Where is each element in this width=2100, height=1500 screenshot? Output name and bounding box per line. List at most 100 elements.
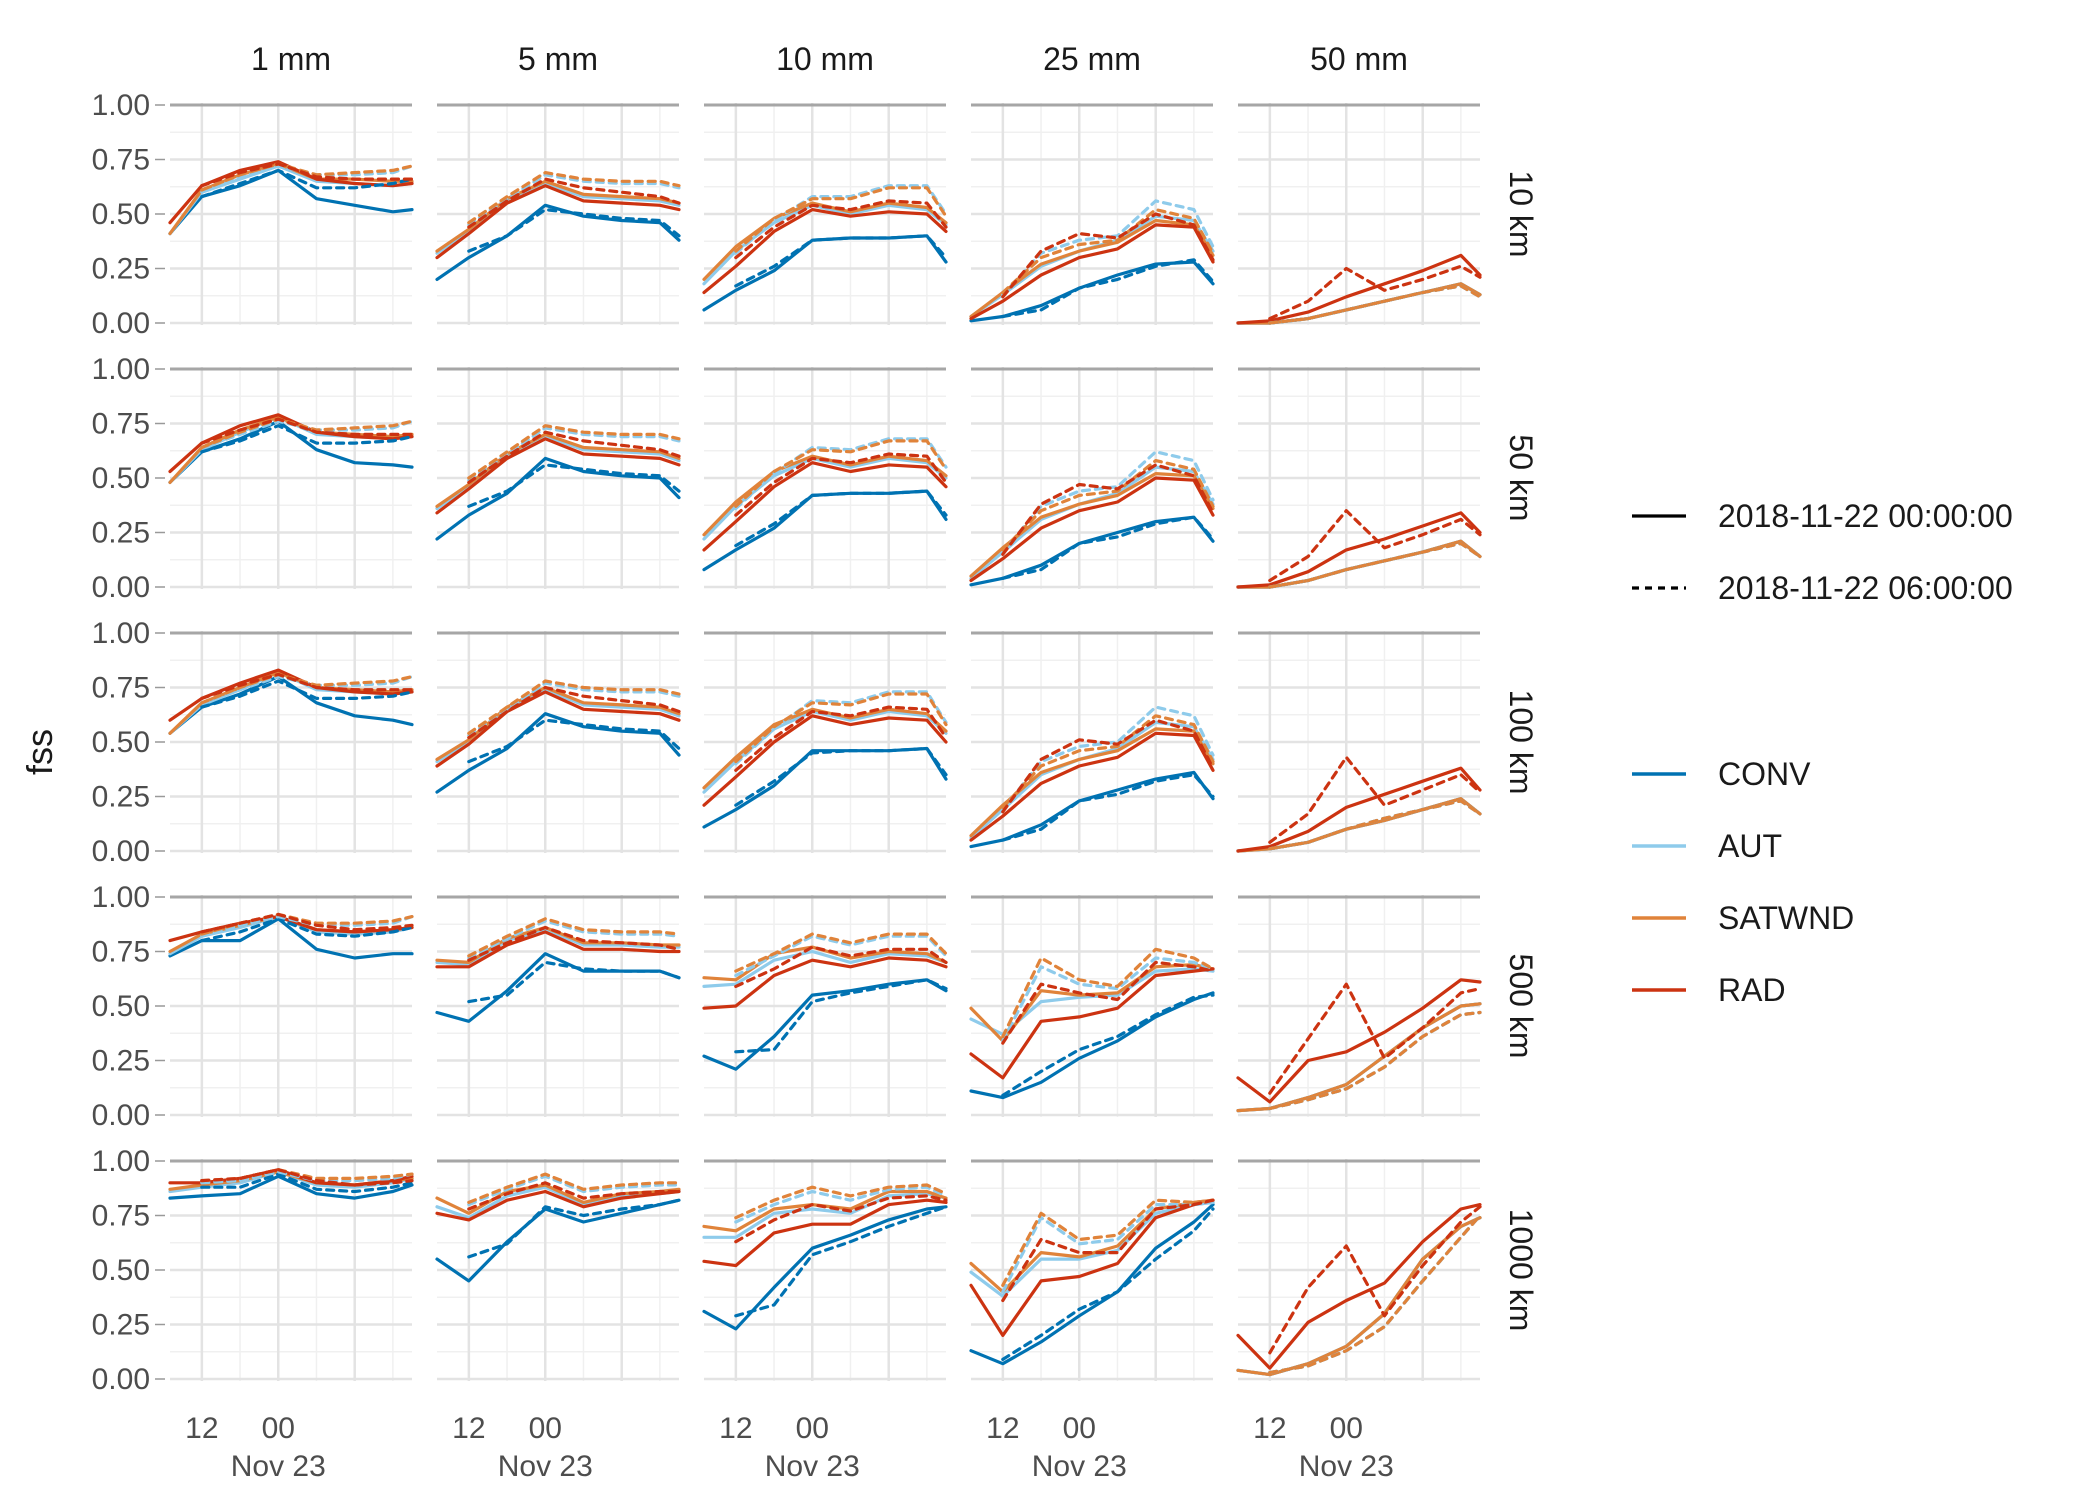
y-tick-label: 1.00 [92,89,150,122]
series-line-satwnd-dashed [467,917,681,958]
x-date-label: Nov 23 [231,1450,326,1483]
y-tick-label: 0.25 [92,253,150,286]
series-line-rad-solid [969,731,1215,842]
series-line-rad-dashed [734,945,948,989]
series-line-conv-solid [168,1174,414,1200]
legend: 2018-11-22 00:00:00 2018-11-22 06:00:00 CO… [1632,498,2013,1008]
series-line-conv-solid [435,1198,681,1283]
series-line-satwnd-dashed [1001,208,1215,295]
series-line-rad-solid [435,1189,681,1222]
series-line-satwnd-dashed [734,186,948,253]
series-line-rad-solid [702,1198,948,1268]
series-line-aut-dashed [467,426,681,482]
series-line-rad-solid [435,184,681,260]
series-line-rad-solid [1236,766,1482,853]
series-line-rad-dashed [1268,1205,1482,1355]
facet-panel [168,631,414,853]
series-line-aut-solid [969,214,1215,319]
series-line-aut-dashed [467,681,681,738]
series-line-rad-dashed [734,705,948,772]
facet-panel [969,895,1215,1117]
x-tick-label: 12 [986,1412,1019,1445]
x-tick-label: 00 [1330,1412,1363,1445]
series-line-aut-solid [435,688,681,764]
series-line-rad-solid [969,223,1215,321]
series-line-rad-solid [435,690,681,768]
y-tick-label: 0.75 [92,408,150,441]
facet-panel [168,367,414,589]
y-tick-label: 0.25 [92,517,150,550]
series-line-conv-dashed [1001,258,1215,319]
series-line-satwnd-dashed [467,171,681,225]
series-line-aut-solid [435,181,681,255]
x-date-label: Nov 23 [1032,1450,1127,1483]
series-line-rad-dashed [734,452,948,517]
series-line-conv-dashed [200,1172,414,1194]
y-tick-label: 1.00 [92,1145,150,1178]
series-line-rad-dashed [1001,1198,1215,1303]
facet-panel [1236,103,1482,325]
series-line-satwnd-dashed [200,672,414,705]
series-line-satwnd-solid [702,454,948,537]
series-line-satwnd-dashed [200,162,414,192]
facet-panel [1236,895,1482,1117]
y-tick-label: 0.50 [92,726,150,759]
series-line-aut-dashed [1268,799,1482,851]
x-tick-label: 12 [185,1412,218,1445]
series-line-conv-solid [702,978,948,1071]
series-line-rad-solid [969,967,1215,1080]
series-line-conv-solid [1236,539,1482,589]
facet-row-label: 100 km [1503,690,1539,795]
series-line-conv-dashed [467,718,681,764]
facet-panel [969,1159,1215,1381]
facet-panel [435,1159,681,1381]
series-line-aut-solid [1236,1002,1482,1113]
series-line-aut-dashed [1001,450,1215,554]
series-line-aut-dashed [467,919,681,960]
x-tick-label: 00 [529,1412,562,1445]
legend-label-linetype: 2018-11-22 00:00:00 [1718,498,2013,534]
series-line-conv-dashed [1001,515,1215,580]
y-tick-label: 0.00 [92,571,150,604]
y-tick-label: 0.75 [92,1200,150,1233]
series-line-aut-solid [969,465,1215,580]
series-line-conv-dashed [200,168,414,199]
series-line-conv-dashed [734,978,948,1054]
series-line-rad-dashed [1268,264,1482,321]
series-line-conv-dashed [200,679,414,709]
series-line-aut-solid [1236,539,1482,589]
facet-row-label: 10 km [1503,170,1539,257]
y-tick-label: 1.00 [92,881,150,914]
facet-panel [969,367,1215,589]
series-line-satwnd-dashed [1268,1010,1482,1111]
series-line-conv-solid [435,712,681,794]
series-line-rad-dashed [200,417,414,445]
y-tick-label: 0.25 [92,781,150,814]
series-line-rad-dashed [467,925,681,962]
facet-panel [969,631,1215,853]
series-line-rad-solid [702,714,948,807]
series-line-conv-solid [1236,1002,1482,1113]
series-line-satwnd-dashed [734,1183,948,1220]
facet-panel [702,367,948,589]
y-tick-label: 0.00 [92,835,150,868]
series-line-rad-solid [702,956,948,1010]
series-line-satwnd-dashed [200,417,414,450]
series-line-conv-dashed [734,746,948,807]
series-line-conv-solid [435,456,681,541]
series-line-satwnd-dashed [467,679,681,735]
facet-panel [168,1159,414,1381]
series-line-aut-dashed [467,1174,681,1207]
y-tick-label: 0.25 [92,1045,150,1078]
series-line-conv-dashed [467,960,681,1004]
series-line-rad-dashed [467,430,681,484]
facet-panel [435,631,681,853]
facet-panel [435,103,681,325]
series-line-satwnd-dashed [467,424,681,480]
y-tick-label: 0.75 [92,672,150,705]
y-tick-label: 1.00 [92,617,150,650]
series-line-conv-dashed [734,234,948,288]
facet-panel [702,1159,948,1381]
series-line-rad-solid [1236,253,1482,325]
series-line-rad-solid [969,1198,1215,1338]
